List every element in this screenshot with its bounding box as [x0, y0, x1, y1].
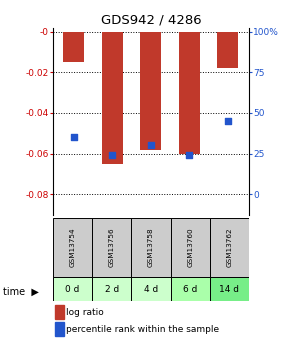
Text: 14 d: 14 d	[219, 285, 239, 294]
Text: log ratio: log ratio	[67, 307, 104, 316]
Bar	[210, 277, 249, 302]
Bar	[140, 32, 161, 149]
Bar	[55, 322, 64, 336]
Point	[110, 152, 115, 158]
Bar	[179, 32, 200, 154]
Text: 0 d: 0 d	[65, 285, 80, 294]
Title: GDS942 / 4286: GDS942 / 4286	[100, 13, 201, 27]
Point	[187, 152, 192, 158]
Bar	[53, 218, 92, 277]
Bar	[171, 277, 210, 302]
Bar	[102, 32, 123, 164]
Text: GSM13760: GSM13760	[187, 228, 193, 267]
Text: GSM13762: GSM13762	[226, 228, 232, 267]
Text: time  ▶: time ▶	[3, 287, 39, 296]
Text: 2 d: 2 d	[105, 285, 119, 294]
Point	[226, 118, 230, 124]
Bar	[92, 277, 131, 302]
Bar	[53, 277, 92, 302]
Bar	[55, 305, 64, 319]
Bar	[171, 218, 210, 277]
Bar	[210, 218, 249, 277]
Bar	[63, 32, 84, 62]
Text: GSM13754: GSM13754	[69, 228, 75, 267]
Text: percentile rank within the sample: percentile rank within the sample	[67, 325, 220, 334]
Text: GSM13756: GSM13756	[109, 228, 115, 267]
Text: 4 d: 4 d	[144, 285, 158, 294]
Bar	[131, 277, 171, 302]
Text: 6 d: 6 d	[183, 285, 197, 294]
Text: GSM13758: GSM13758	[148, 228, 154, 267]
Bar	[217, 32, 239, 68]
Bar	[92, 218, 131, 277]
Point	[71, 135, 76, 140]
Bar	[131, 218, 171, 277]
Point	[149, 143, 153, 148]
